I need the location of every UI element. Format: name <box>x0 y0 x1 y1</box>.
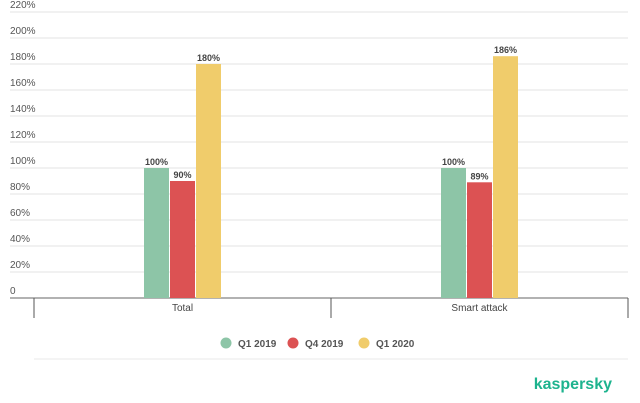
legend-swatch <box>287 337 299 349</box>
data-label: 89% <box>470 171 488 181</box>
y-tick-label: 20% <box>10 260 30 271</box>
legend-swatch <box>220 337 232 349</box>
x-axis: Total Smart attack <box>10 297 629 360</box>
data-labels: 100% 90% 180% 100% 89% 186% <box>145 45 517 181</box>
bar-3 <box>196 64 221 298</box>
y-tick-label: 140% <box>10 104 36 115</box>
y-tick-label: 160% <box>10 78 36 89</box>
category-label: Total <box>172 303 193 314</box>
y-tick-label: 40% <box>10 234 30 245</box>
data-label: 186% <box>494 45 517 55</box>
y-tick-label: 60% <box>10 208 30 219</box>
gridlines: 0 20% 40% 60% 80% 100% 120% 140% 160% 180% 200% 220… <box>10 0 628 297</box>
bar-1 <box>441 168 466 298</box>
y-tick-label: 120% <box>10 130 36 141</box>
y-tick-label: 100% <box>10 156 36 167</box>
y-tick-label: 220% <box>10 0 36 11</box>
legend-swatch <box>358 337 370 349</box>
y-tick-label: 80% <box>10 182 30 193</box>
data-label: 100% <box>442 157 465 167</box>
y-tick-label: 180% <box>10 52 36 63</box>
brand-logo: kaspersky <box>534 376 612 393</box>
legend-label: Q4 2019 <box>305 339 344 350</box>
legend: Q1 2019 Q4 2019 Q1 2020 <box>220 337 415 350</box>
y-tick-label: 0 <box>10 286 16 297</box>
bar-2 <box>170 181 195 298</box>
category-label: Smart attack <box>451 303 508 314</box>
y-tick-label: 200% <box>10 26 36 37</box>
bar-1 <box>144 168 169 298</box>
legend-label: Q1 2020 <box>376 339 415 350</box>
bar-3 <box>493 56 518 299</box>
data-label: 180% <box>197 53 220 63</box>
bar-2 <box>467 182 492 298</box>
data-label: 100% <box>145 157 168 167</box>
data-label: 90% <box>173 170 191 180</box>
legend-label: Q1 2019 <box>238 339 277 350</box>
bars <box>144 56 518 299</box>
